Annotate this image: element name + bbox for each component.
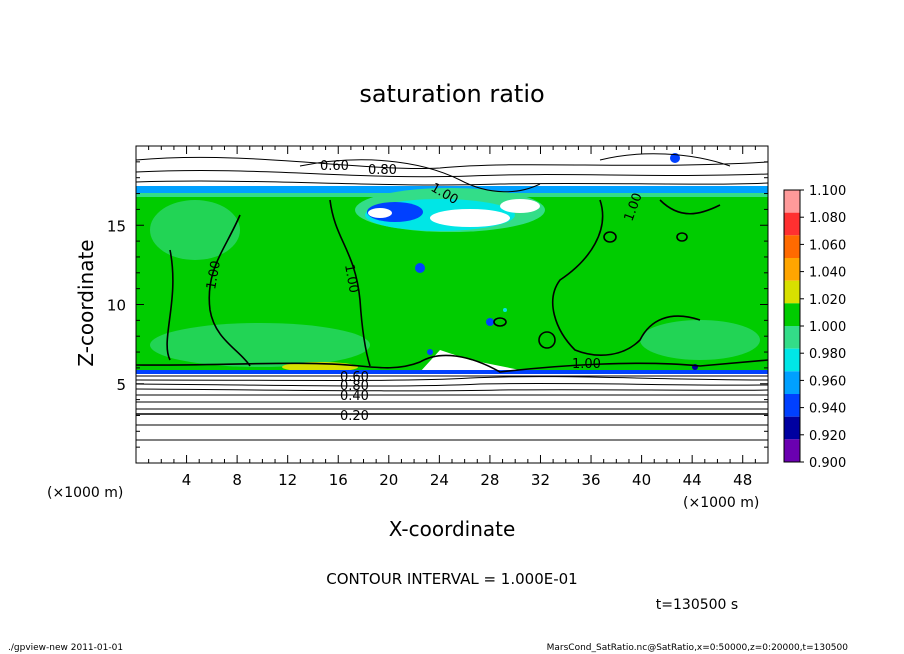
heatmap-field: 0.60 0.80 1.00 1.00 1.00 1.00 1.00 0.60 … [136, 146, 768, 463]
x-tick-label: 12 [278, 471, 297, 489]
colorbar-swatch [784, 190, 800, 213]
colorbar-swatch [784, 235, 800, 258]
contour-label: 0.60 [340, 370, 369, 385]
x-tick-label: 36 [581, 471, 600, 489]
colorbar-label: 1.040 [809, 266, 846, 281]
contour-label: 0.60 [320, 159, 349, 174]
contour-label: 1.00 [572, 357, 601, 372]
footer-right: MarsCond_SatRatio.nc@SatRatio,x=0:50000,… [547, 643, 849, 653]
colorbar-label: 1.020 [809, 293, 846, 308]
colorbar-swatch [784, 258, 800, 281]
colorbar-swatch [784, 326, 800, 349]
contour-label: 1.00 [204, 260, 224, 291]
x-unit-right: (×1000 m) [683, 495, 759, 511]
x-tick-label: 4 [182, 471, 192, 489]
colorbar-swatch [784, 280, 800, 304]
y-tick-label: 10 [107, 297, 126, 315]
colorbar-label: 1.100 [809, 184, 846, 199]
colorbar-label: 1.000 [809, 320, 846, 335]
colorbar-swatch [784, 212, 800, 236]
contour-label: 0.80 [368, 163, 397, 178]
colorbar-label: 0.900 [809, 456, 846, 471]
y-tick-label: 5 [116, 376, 126, 394]
x-tick-label: 8 [232, 471, 242, 489]
colorbar-swatch [784, 416, 800, 440]
colorbar: 1.100 1.080 1.060 1.040 1.020 1.000 0.980 0.960… [783, 184, 846, 471]
x-tick-label: 48 [733, 471, 752, 489]
chart-title: saturation ratio [359, 80, 544, 108]
contour-label: 1.00 [341, 263, 361, 294]
colorbar-swatch [784, 439, 800, 462]
contour-label: 0.80 [340, 379, 369, 394]
x-axis-label: X-coordinate [389, 517, 516, 541]
x-tick-label: 32 [531, 471, 550, 489]
time-label: t=130500 s [656, 597, 738, 613]
x-unit-left: (×1000 m) [47, 485, 123, 501]
colorbar-label: 0.960 [809, 374, 846, 389]
x-tick-label: 16 [329, 471, 348, 489]
footer-left: ./gpview-new 2011-01-01 [8, 643, 123, 653]
colorbar-label: 0.980 [809, 347, 846, 362]
y-axis-label: Z-coordinate [74, 239, 98, 366]
colorbar-swatch [784, 303, 800, 326]
colorbar-label: 1.060 [809, 238, 846, 253]
colorbar-label: 0.940 [809, 402, 846, 417]
x-tick-label: 20 [379, 471, 398, 489]
x-tick-label: 44 [683, 471, 702, 489]
x-tick-label: 28 [480, 471, 499, 489]
y-tick-label: 15 [107, 217, 126, 235]
contour-interval-note: CONTOUR INTERVAL = 1.000E-01 [326, 570, 577, 588]
contour-label: 0.20 [340, 409, 369, 424]
x-tick-label: 24 [430, 471, 449, 489]
colorbar-swatch [784, 371, 800, 394]
x-tick-label: 40 [632, 471, 651, 489]
colorbar-label: 0.920 [809, 429, 846, 444]
colorbar-label: 1.080 [809, 211, 846, 226]
colorbar-swatch [784, 394, 800, 417]
colorbar-swatch [784, 348, 800, 372]
contour-label: 0.40 [340, 389, 369, 404]
